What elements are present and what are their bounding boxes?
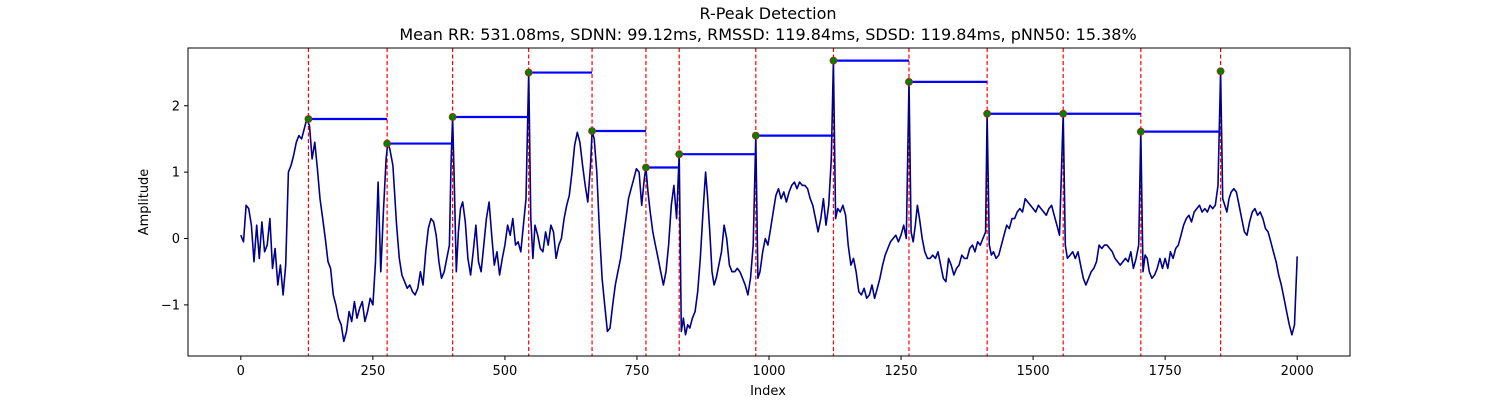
x-tick-label-250: 250 <box>360 364 385 379</box>
x-tick-label-1250: 1250 <box>884 364 917 379</box>
peak-marker-6 <box>642 163 650 172</box>
plot-frame <box>187 47 1351 357</box>
y-axis-label: Amplitude <box>137 169 152 236</box>
x-tick-label-750: 750 <box>625 364 650 379</box>
peak-marker-10 <box>905 77 913 86</box>
chart-title: R-Peak Detection <box>699 4 836 23</box>
peak-marker-5 <box>588 127 596 135</box>
x-tick-label-1500: 1500 <box>1017 364 1050 379</box>
chart-subtitle: Mean RR: 531.08ms, SDNN: 99.12ms, RMSSD:… <box>399 25 1136 44</box>
y-axis: −1 0 1 2 <box>161 99 188 313</box>
x-axis: 0 250 500 750 1000 1250 1500 1750 2000 <box>237 356 1314 379</box>
peak-marker-4 <box>524 68 533 77</box>
x-tick-label-1750: 1750 <box>1149 364 1182 379</box>
x-tick-label-1000: 1000 <box>752 364 785 379</box>
peak-marker-2 <box>383 139 392 148</box>
peak-marker-11 <box>983 109 992 118</box>
ecg-signal-line <box>240 59 1298 343</box>
peak-marker-12 <box>1059 109 1068 118</box>
y-tick-label--1: −1 <box>161 298 180 313</box>
x-tick-label-500: 500 <box>492 364 517 379</box>
peak-marker-7 <box>675 150 684 159</box>
peak-marker-13 <box>1136 127 1145 136</box>
x-tick-label-0: 0 <box>237 364 245 379</box>
plot-area <box>240 48 1298 356</box>
x-axis-label: Index <box>750 384 786 399</box>
peak-marker-8 <box>751 131 760 140</box>
x-tick-label-2000: 2000 <box>1281 364 1314 379</box>
peak-marker-14 <box>1216 67 1225 76</box>
y-tick-label-0: 0 <box>172 232 180 247</box>
y-tick-label-2: 2 <box>172 99 180 114</box>
y-tick-label-1: 1 <box>172 166 180 181</box>
peak-marker-3 <box>448 113 457 121</box>
peak-marker-1 <box>304 115 313 123</box>
peak-marker-9 <box>829 56 838 65</box>
